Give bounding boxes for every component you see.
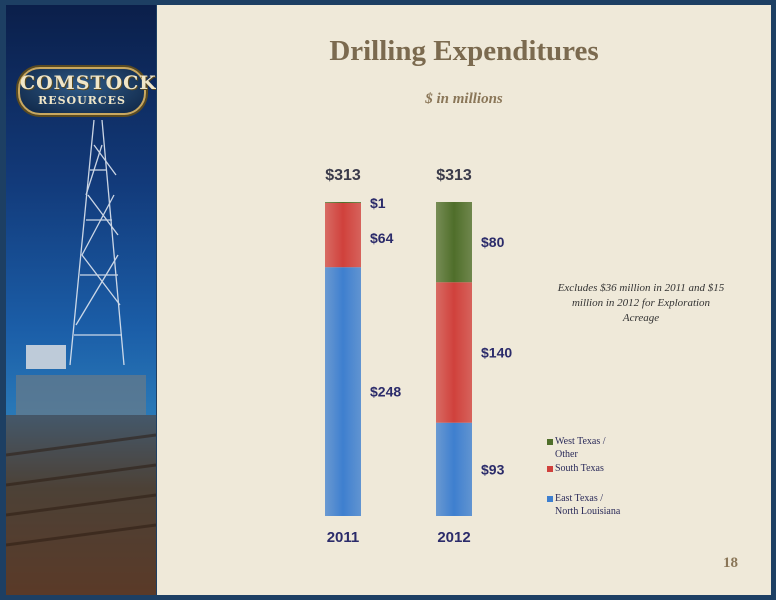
logo-line2: RESOURCES <box>38 94 126 107</box>
slide-subtitle: $ in millions <box>425 91 503 107</box>
value-label-2011-south: $64 <box>370 230 394 246</box>
total-label-2011: $313 <box>325 167 361 184</box>
legend-swatch-south <box>547 466 553 472</box>
value-label-2012-south: $140 <box>481 344 512 360</box>
slide-title: Drilling Expenditures <box>329 35 599 67</box>
comstock-logo: COMSTOCK RESOURCES <box>18 67 156 115</box>
category-label-2011: 2011 <box>327 529 360 546</box>
value-label-2012-west: $80 <box>481 234 505 250</box>
bar-2011-south <box>325 203 361 268</box>
drilling-rig-illustration <box>6 119 156 595</box>
value-label-2012-east: $93 <box>481 461 505 477</box>
legend-label-south: South Texas <box>555 463 604 474</box>
footnote: Excludes $36 million in 2011 and $15 mil… <box>557 282 725 324</box>
total-label-2012: $313 <box>436 167 472 184</box>
page-number: 18 <box>723 555 738 571</box>
bar-2011-east <box>325 267 361 516</box>
value-label-2011-east: $248 <box>370 384 401 400</box>
slide-content: Drilling Expenditures $ in millions $248… <box>157 5 771 595</box>
value-label-2011-west: $1 <box>370 195 386 211</box>
bar-2012-south <box>436 282 472 423</box>
bar-2011-west <box>325 202 361 204</box>
logo-line1: COMSTOCK <box>20 72 156 94</box>
legend-swatch-west <box>547 439 553 445</box>
legend-label-east: East Texas / North Louisiana <box>555 493 621 517</box>
stacked-bar-chart: $248 $64 $1 $313 2011 $93 $140 $80 $313 2012 <box>325 167 512 546</box>
legend-label-west: West Texas / Other <box>555 436 606 460</box>
sidebar-photo: COMSTOCK RESOURCES <box>6 5 156 595</box>
bar-2012-west <box>436 202 472 283</box>
legend-swatch-east <box>547 496 553 502</box>
bar-2012-east <box>436 422 472 516</box>
category-label-2012: 2012 <box>437 529 470 546</box>
